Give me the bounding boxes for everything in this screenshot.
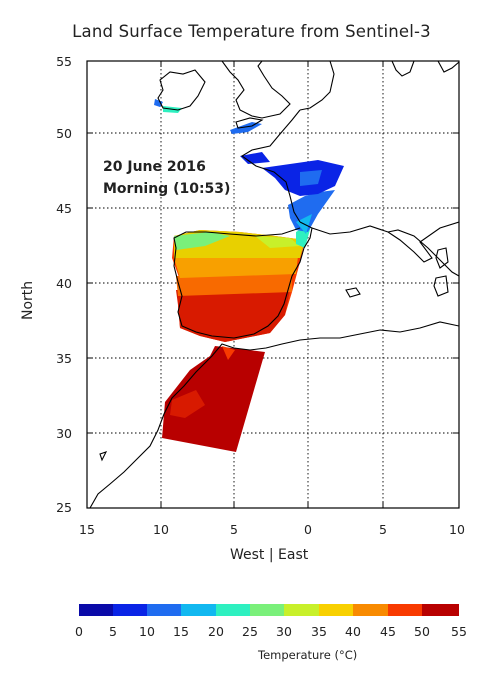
colorbar-tick-label: 0 [75, 624, 83, 639]
colorbar-segment [250, 604, 284, 616]
colorbar-tick-label: 25 [242, 624, 258, 639]
lat-tick-label: 50 [56, 126, 72, 141]
colorbar-tick-label: 10 [139, 624, 155, 639]
colorbar-tick-label: 35 [311, 624, 327, 639]
colorbar-tick-labels: 0 5 10 15 20 25 30 35 40 45 50 55 [75, 624, 467, 639]
colorbar-segment [353, 604, 388, 616]
colorbar-tick-label: 30 [276, 624, 292, 639]
lat-tick-label: 45 [56, 201, 72, 216]
lat-tick-label: 30 [56, 426, 72, 441]
colorbar-segment [284, 604, 319, 616]
colorbar-segment [181, 604, 216, 616]
colorbar-tick-label: 50 [414, 624, 430, 639]
y-axis-label: North [20, 280, 36, 320]
colorbar-segment [388, 604, 422, 616]
colorbar [79, 604, 459, 616]
coastlines [89, 61, 459, 508]
lon-tick-label: 0 [304, 522, 312, 537]
map-title: Land Surface Temperature from Sentinel-3 [72, 22, 431, 41]
colorbar-title: Temperature (°C) [258, 648, 358, 662]
colorbar-tick-label: 40 [345, 624, 361, 639]
colorbar-tick-label: 15 [173, 624, 189, 639]
colorbar-segment [319, 604, 353, 616]
axis-ticks [87, 61, 459, 508]
lon-tick-label: 5 [379, 522, 387, 537]
lat-tick-labels: 55 50 45 40 35 30 25 [56, 54, 72, 515]
date-label: 20 June 2016 [103, 159, 206, 175]
lat-tick-label: 35 [56, 351, 72, 366]
colorbar-segment [422, 604, 459, 616]
x-axis-label: West | East [230, 547, 309, 563]
date-annotation: 20 June 2016 Morning (10:53) [103, 159, 230, 197]
lat-tick-label: 25 [56, 500, 72, 515]
colorbar-tick-label: 20 [208, 624, 224, 639]
lon-tick-label: 5 [230, 522, 238, 537]
lon-tick-label: 15 [79, 522, 95, 537]
lon-tick-label: 10 [449, 522, 465, 537]
colorbar-segment [216, 604, 250, 616]
lon-tick-label: 10 [153, 522, 169, 537]
lat-tick-label: 40 [56, 276, 72, 291]
colorbar-segment [79, 604, 113, 616]
colorbar-segment [147, 604, 181, 616]
colorbar-tick-label: 5 [109, 624, 117, 639]
lat-tick-label: 55 [56, 54, 72, 69]
lon-tick-labels: 15 10 5 0 5 10 [79, 522, 465, 537]
time-label: Morning (10:53) [103, 181, 230, 197]
temperature-overlay [154, 99, 344, 452]
colorbar-tick-label: 45 [380, 624, 396, 639]
colorbar-segment [113, 604, 147, 616]
colorbar-tick-label: 55 [451, 624, 467, 639]
